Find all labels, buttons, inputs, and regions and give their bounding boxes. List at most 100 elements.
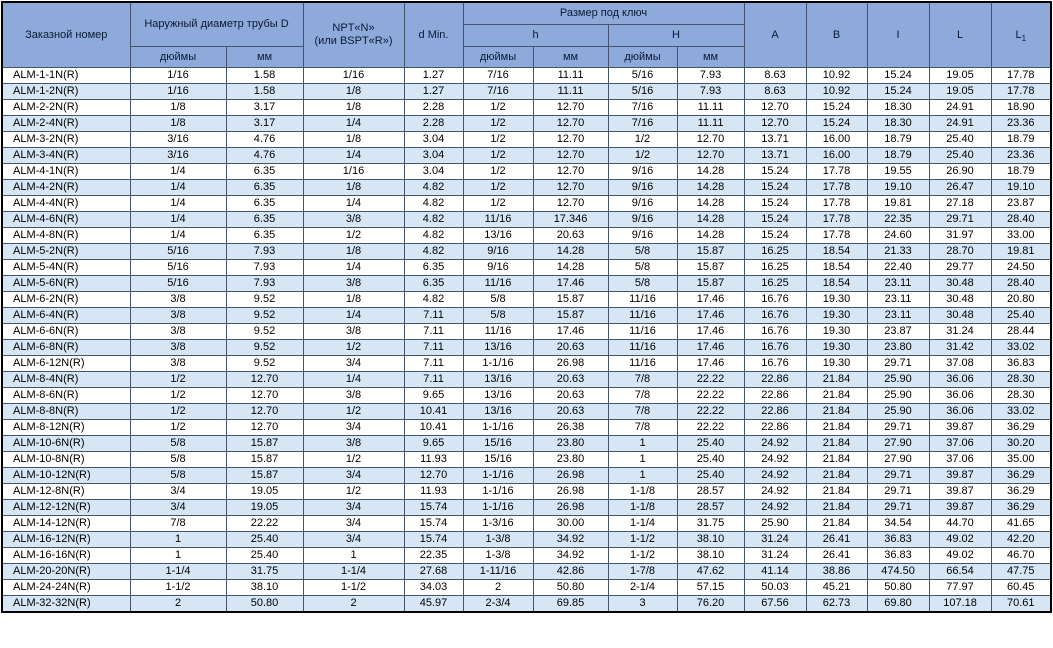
value-cell: 11.93: [403, 483, 464, 500]
order-number-cell: ALM-12-12N(R): [1, 499, 131, 516]
value-cell: 20.63: [532, 403, 609, 420]
value-cell: 1-1/16: [462, 483, 534, 500]
value-cell: 15.87: [676, 243, 745, 260]
value-cell: 17.46: [532, 323, 609, 340]
value-cell: 19.30: [805, 291, 868, 308]
order-number-cell: ALM-5-6N(R): [1, 275, 131, 292]
value-cell: 1/2: [302, 451, 405, 468]
value-cell: 12.70: [743, 115, 807, 132]
value-cell: 18.79: [990, 131, 1052, 148]
value-cell: 12.70: [225, 371, 304, 388]
value-cell: 1.58: [225, 83, 304, 100]
value-cell: 34.54: [866, 515, 930, 532]
value-cell: 20.63: [532, 371, 609, 388]
value-cell: 77.97: [928, 579, 992, 596]
value-cell: 26.98: [532, 483, 609, 500]
value-cell: 42.86: [532, 563, 609, 580]
value-cell: 24.92: [743, 435, 807, 452]
value-cell: 1/2: [302, 483, 405, 500]
value-cell: 28.40: [990, 275, 1052, 292]
value-cell: 12.70: [532, 115, 609, 132]
col-header-a: A: [743, 1, 807, 68]
value-cell: 15.24: [743, 195, 807, 212]
value-cell: 29.77: [928, 259, 992, 276]
value-cell: 24.60: [866, 227, 930, 244]
value-cell: 1/8: [129, 99, 227, 116]
value-cell: 22.22: [676, 387, 745, 404]
value-cell: 5/8: [129, 467, 227, 484]
value-cell: 7.93: [676, 83, 745, 100]
value-cell: 4.82: [403, 195, 464, 212]
table-row: ALM-3-2N(R) 3/16 4.76 1/8 3.04 1/2 12.70 1/2 12.…: [1, 131, 1052, 148]
value-cell: 3: [607, 595, 678, 613]
value-cell: 16.76: [743, 291, 807, 308]
value-cell: 11.11: [532, 67, 609, 84]
value-cell: 1/8: [302, 243, 405, 260]
value-cell: 1/8: [302, 291, 405, 308]
value-cell: 13/16: [462, 387, 534, 404]
value-cell: 50.80: [532, 579, 609, 596]
value-cell: 12.70: [225, 403, 304, 420]
value-cell: 3/4: [302, 515, 405, 532]
table-row: ALM-24-24N(R) 1-1/2 38.10 1-1/2 34.03 2 50.80 2…: [1, 579, 1052, 596]
value-cell: 47.62: [676, 563, 745, 580]
table-row: ALM-4-2N(R) 1/4 6.35 1/8 4.82 1/2 12.70 9/16 14.…: [1, 179, 1052, 196]
value-cell: 1-1/4: [129, 563, 227, 580]
order-number-cell: ALM-10-8N(R): [1, 451, 131, 468]
value-cell: 1/2: [129, 371, 227, 388]
value-cell: 107.18: [928, 595, 992, 613]
value-cell: 3/8: [129, 355, 227, 372]
value-cell: 17.78: [990, 67, 1052, 84]
value-cell: 25.90: [866, 387, 930, 404]
value-cell: 1/2: [607, 131, 678, 148]
value-cell: 28.30: [990, 371, 1052, 388]
value-cell: 3.17: [225, 99, 304, 116]
value-cell: 19.30: [805, 355, 868, 372]
value-cell: 7/8: [607, 371, 678, 388]
value-cell: 23.80: [866, 339, 930, 356]
value-cell: 30.48: [928, 275, 992, 292]
value-cell: 474.50: [866, 563, 930, 580]
value-cell: 76.20: [676, 595, 745, 613]
value-cell: 6.35: [403, 275, 464, 292]
value-cell: 42.20: [990, 531, 1052, 548]
value-cell: 5/8: [607, 259, 678, 276]
order-number-cell: ALM-2-4N(R): [1, 115, 131, 132]
order-number-cell: ALM-6-6N(R): [1, 323, 131, 340]
value-cell: 12.70: [532, 163, 609, 180]
value-cell: 25.40: [928, 131, 992, 148]
value-cell: 19.10: [990, 179, 1052, 196]
value-cell: 3/8: [129, 307, 227, 324]
value-cell: 1-1/16: [462, 499, 534, 516]
value-cell: 38.10: [676, 547, 745, 564]
table-header: Заказной номер Наружный диаметр трубы D …: [1, 1, 1052, 68]
col-header-i: I: [866, 1, 930, 68]
value-cell: 5/16: [607, 83, 678, 100]
value-cell: 5/8: [462, 307, 534, 324]
value-cell: 1/2: [462, 115, 534, 132]
value-cell: 11/16: [462, 211, 534, 228]
order-number-cell: ALM-8-6N(R): [1, 387, 131, 404]
value-cell: 3.17: [225, 115, 304, 132]
value-cell: 17.46: [676, 339, 745, 356]
value-cell: 3/4: [302, 419, 405, 436]
value-cell: 17.46: [676, 291, 745, 308]
value-cell: 18.30: [866, 115, 930, 132]
value-cell: 6.35: [225, 211, 304, 228]
value-cell: 3/4: [129, 499, 227, 516]
value-cell: 8.63: [743, 67, 807, 84]
value-cell: 3.04: [403, 131, 464, 148]
col-header-h-upper-mm: мм: [676, 46, 745, 68]
value-cell: 36.29: [990, 419, 1052, 436]
value-cell: 2: [129, 595, 227, 613]
value-cell: 16.25: [743, 259, 807, 276]
order-number-cell: ALM-4-6N(R): [1, 211, 131, 228]
value-cell: 1: [607, 435, 678, 452]
value-cell: 21.84: [805, 467, 868, 484]
value-cell: 29.71: [866, 467, 930, 484]
value-cell: 47.75: [990, 563, 1052, 580]
value-cell: 18.90: [990, 99, 1052, 116]
value-cell: 1/2: [129, 403, 227, 420]
npt-label-line2: (или BSPT«R»): [314, 35, 393, 47]
value-cell: 6.35: [225, 195, 304, 212]
